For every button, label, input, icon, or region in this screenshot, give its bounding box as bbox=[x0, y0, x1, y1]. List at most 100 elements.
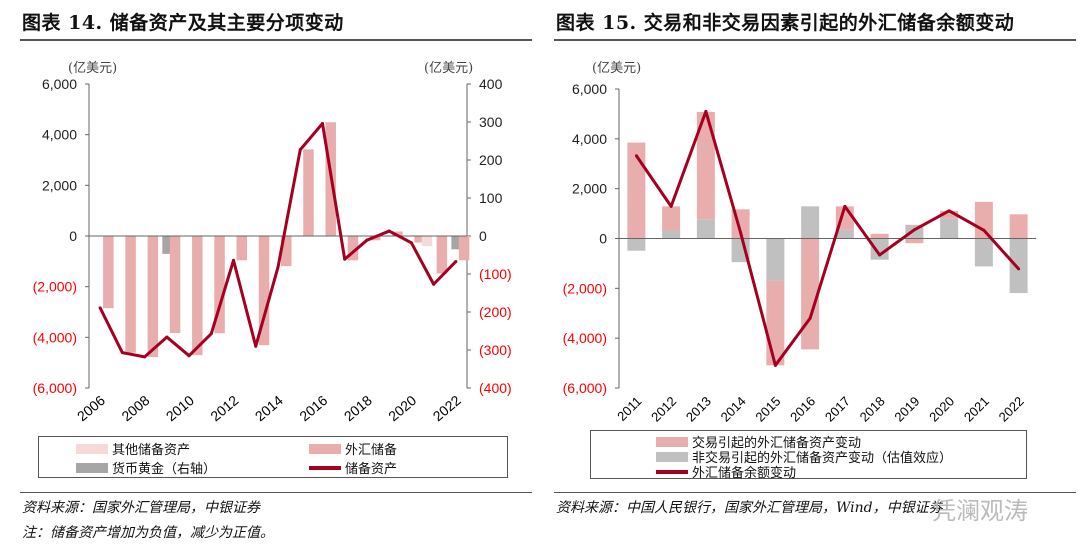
right-legend: 交易引起的外汇储备资产变动 非交易引起的外汇储备资产变动（估值效应） 外汇储备余… bbox=[590, 430, 1027, 481]
y-tick-label: (2,000) bbox=[563, 280, 607, 296]
transaction-bar bbox=[974, 201, 993, 239]
fx-balance-change-point bbox=[773, 363, 777, 367]
fx-balance-change-point bbox=[843, 204, 847, 208]
reserve-assets-point bbox=[387, 229, 391, 233]
reserve-assets-point bbox=[298, 148, 302, 152]
non-transaction-bar bbox=[766, 238, 785, 281]
legend-item-fx: 外汇储备 bbox=[309, 439, 397, 458]
x-tick-label: 2011 bbox=[614, 394, 644, 424]
reserve-assets-point bbox=[365, 238, 369, 242]
transaction-bar bbox=[905, 238, 924, 244]
fx-balance-change-point bbox=[1017, 267, 1021, 271]
y-tick-label: (6,000) bbox=[33, 380, 77, 396]
fx-reserve-bar bbox=[347, 236, 359, 261]
transaction-bar bbox=[1009, 214, 1028, 239]
fx-reserve-bar bbox=[125, 236, 136, 353]
x-tick-label: 2018 bbox=[857, 394, 888, 425]
reserve-assets-point bbox=[343, 257, 347, 261]
reserve-assets-point bbox=[276, 265, 280, 269]
legend-label: 货币黄金（右轴） bbox=[112, 462, 217, 477]
fx-balance-change-line bbox=[635, 109, 1020, 367]
reserve-assets-point bbox=[209, 332, 213, 336]
y-tick-label: 0 bbox=[69, 228, 77, 244]
transaction-bar bbox=[766, 280, 785, 366]
x-tick-label: 2015 bbox=[752, 394, 783, 425]
y-axis-unit: (亿美元) bbox=[68, 61, 117, 76]
right-source: 资料来源：中国人民银行，国家外汇管理局，Wind，中银证券 bbox=[556, 500, 943, 516]
watermark: 凭澜观涛 bbox=[932, 497, 1028, 525]
reserve-assets-point bbox=[409, 241, 413, 245]
left-footer-rule bbox=[20, 492, 532, 493]
x-tick-label: 2014 bbox=[252, 392, 286, 424]
fx-balance-change-point bbox=[704, 109, 708, 113]
reserve-assets-point bbox=[232, 258, 236, 262]
legend-line-balance bbox=[656, 469, 688, 474]
x-tick-label: 2022 bbox=[430, 392, 464, 424]
y-tick-label: 2,000 bbox=[42, 177, 77, 193]
y-axis-unit: (亿美元) bbox=[592, 61, 641, 76]
legend-swatch-fx bbox=[309, 443, 341, 454]
legend-item-nontx: 非交易引起的外汇储备资产变动（估值效应） bbox=[656, 447, 952, 466]
fx-reserve-bar bbox=[303, 149, 314, 236]
x-tick-label: 2020 bbox=[385, 392, 419, 424]
y-right-tick-label: (200) bbox=[479, 304, 512, 320]
charts-canvas: 6,000 4,000 2,000 0 (2,000) (4,000) (6,000) 400… bbox=[33, 61, 1036, 425]
transaction-bar bbox=[696, 111, 715, 220]
y-right-axis-unit: (亿美元) bbox=[424, 61, 473, 76]
fx-reserve-bar bbox=[436, 236, 448, 274]
fx-reserve-bar bbox=[281, 236, 292, 267]
reserve-assets-point bbox=[187, 354, 191, 358]
left-note: 注：储备资产增加为负值，减少为正值。 bbox=[22, 525, 274, 541]
x-tick-label: 2022 bbox=[996, 394, 1027, 425]
y-right-tick-label: 300 bbox=[479, 114, 503, 130]
reserve-assets-point bbox=[432, 282, 436, 286]
right-footer-rule bbox=[554, 492, 1076, 493]
right-chart-title: 图表 15. 交易和非交易因素引起的外汇储备余额变动 bbox=[556, 12, 1015, 34]
y-right-tick-label: 400 bbox=[479, 76, 503, 92]
fx-balance-change-point bbox=[912, 228, 916, 232]
y-tick-label: (4,000) bbox=[33, 329, 77, 345]
right-title-rule bbox=[554, 39, 1076, 41]
y-tick-label: 6,000 bbox=[42, 76, 77, 92]
legend-label: 储备资产 bbox=[345, 462, 398, 477]
fx-reserve-bar bbox=[147, 236, 159, 358]
left-title-rule bbox=[20, 39, 532, 41]
x-tick-label: 2016 bbox=[787, 394, 818, 425]
fx-reserve-bar bbox=[392, 231, 403, 236]
reserve-assets-point bbox=[120, 351, 124, 355]
gold-bar bbox=[162, 236, 173, 254]
y-tick-label: 4,000 bbox=[572, 131, 607, 147]
fx-reserve-bar bbox=[214, 236, 225, 334]
reserve-assets-point bbox=[143, 355, 147, 359]
x-tick-label: 2017 bbox=[822, 394, 853, 425]
y-tick-label: (2,000) bbox=[33, 279, 77, 295]
legend-label: 其他储备资产 bbox=[112, 443, 191, 458]
y-tick-label: 0 bbox=[599, 231, 607, 247]
y-tick-label: 4,000 bbox=[42, 127, 77, 143]
reserve-assets-point bbox=[98, 306, 102, 310]
y-right-tick-label: 100 bbox=[479, 190, 503, 206]
x-tick-label: 2008 bbox=[118, 392, 152, 424]
y-right-tick-label: (300) bbox=[479, 342, 512, 358]
y-right-tick-label: 0 bbox=[479, 228, 487, 244]
reserve-assets-point bbox=[254, 344, 258, 348]
reserve-assets-point bbox=[454, 259, 458, 263]
x-tick-label: 2018 bbox=[341, 392, 375, 424]
fx-reserve-bar bbox=[236, 236, 248, 261]
legend-swatch-other bbox=[76, 443, 108, 454]
fx-reserve-bar bbox=[458, 236, 470, 261]
other-reserve-bar bbox=[421, 236, 433, 247]
non-transaction-bar bbox=[662, 230, 681, 239]
legend-item-tx: 交易引起的外汇储备资产变动 bbox=[656, 432, 861, 451]
y-tick-label: (6,000) bbox=[563, 380, 607, 396]
legend-label: 外汇储备 bbox=[345, 443, 398, 458]
non-transaction-bar bbox=[696, 219, 715, 239]
gold-bar bbox=[451, 236, 462, 250]
y-right-tick-label: (400) bbox=[479, 380, 512, 396]
legend-swatch-tx bbox=[656, 436, 688, 447]
transaction-bar bbox=[627, 142, 646, 239]
non-transaction-bar bbox=[1009, 238, 1028, 294]
x-tick-label: 2013 bbox=[683, 394, 714, 425]
legend-line-reserve bbox=[309, 465, 341, 470]
fx-balance-change-point bbox=[669, 204, 673, 208]
